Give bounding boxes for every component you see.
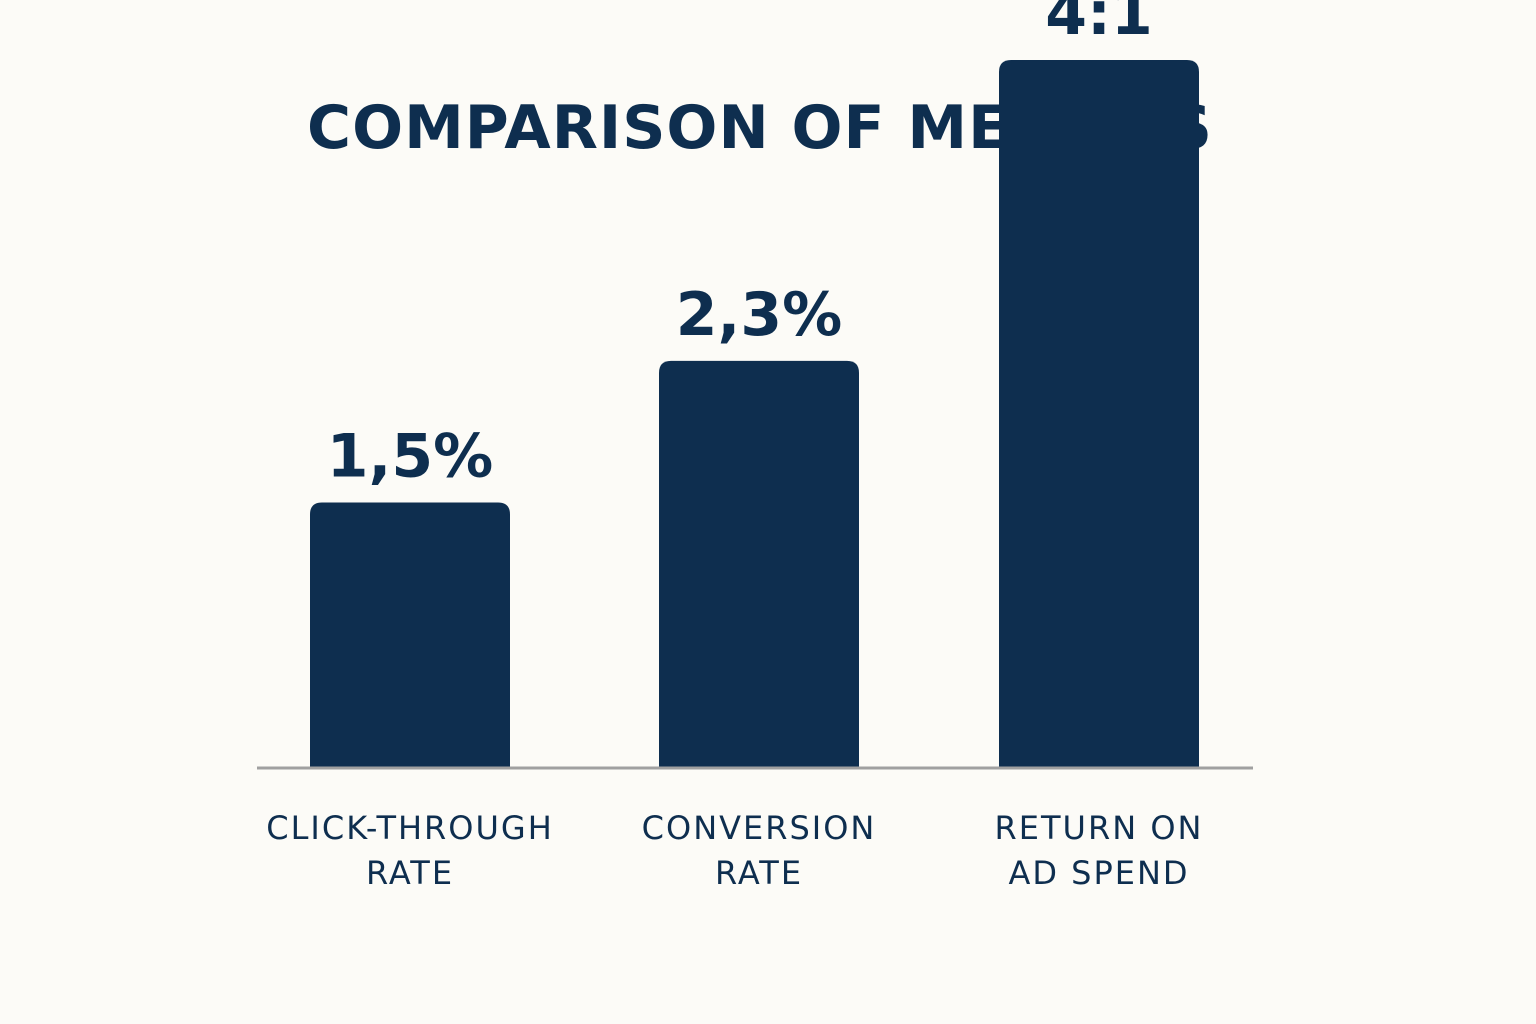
category-label-1-line-0: CONVERSION: [642, 809, 877, 847]
category-label-1-line-1: RATE: [715, 854, 803, 892]
bar-1: [659, 360, 859, 768]
value-label-1: 2,3%: [676, 280, 842, 350]
value-labels: 1,5% 2,3% 4:1: [327, 0, 1153, 492]
bars: [310, 60, 1199, 768]
bar-2: [999, 60, 1199, 768]
category-labels: CLICK-THROUGH RATE CONVERSION RATE RETURN ON…: [266, 809, 1204, 892]
category-label-0-line-0: CLICK-THROUGH: [266, 809, 554, 847]
category-label-0-line-1: RATE: [366, 854, 454, 892]
value-label-0: 1,5%: [327, 422, 493, 492]
bar-0: [310, 502, 510, 768]
category-label-2-line-1: AD SPEND: [1008, 854, 1189, 892]
category-label-2-line-0: RETURN ON: [995, 809, 1204, 847]
value-label-2: 4:1: [1045, 0, 1153, 49]
